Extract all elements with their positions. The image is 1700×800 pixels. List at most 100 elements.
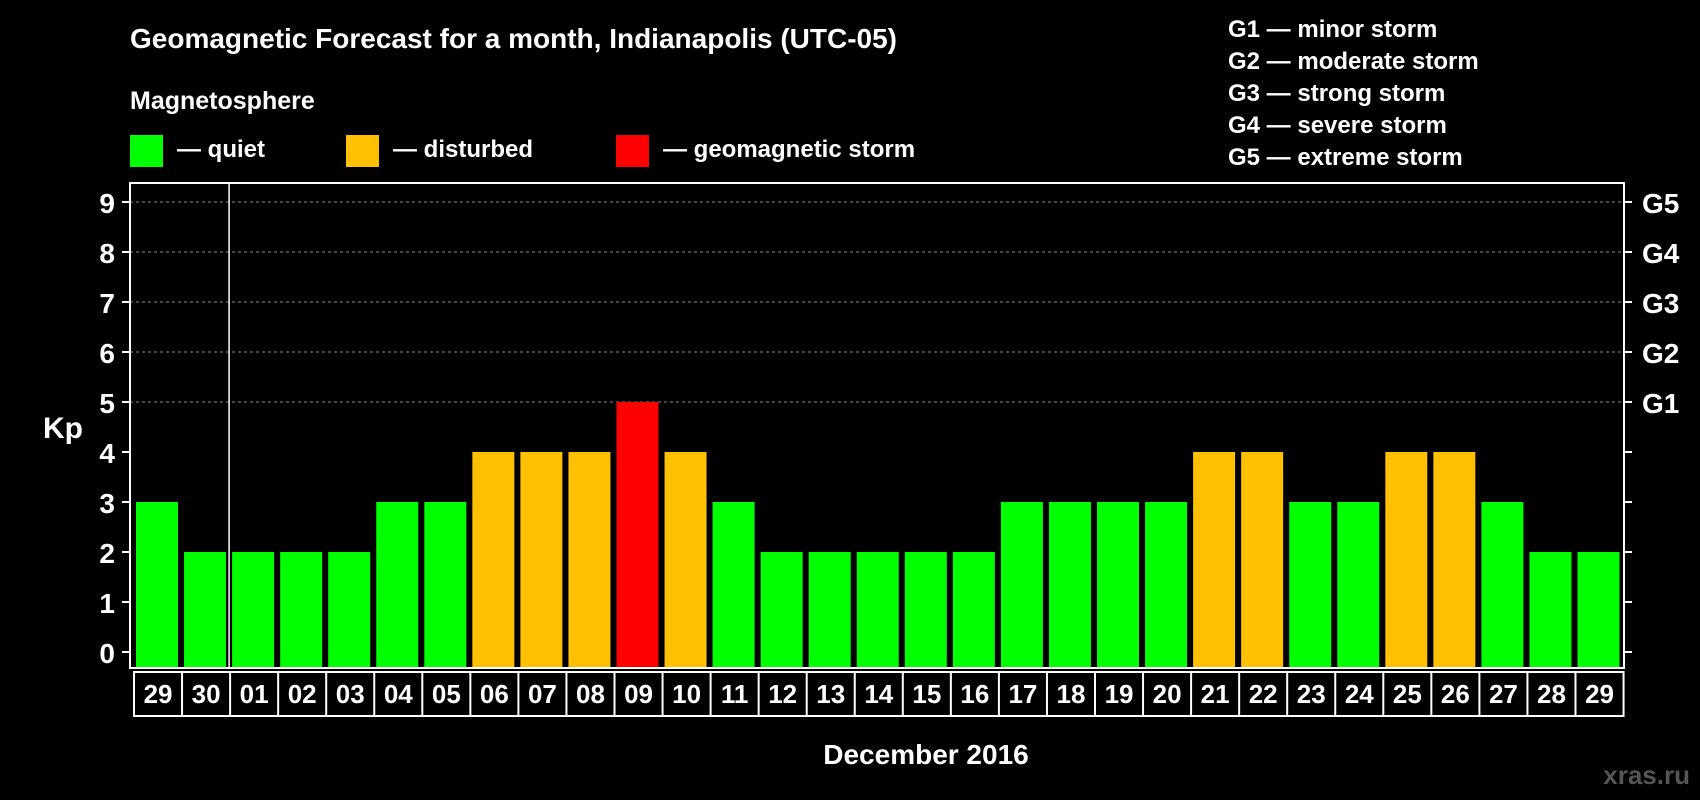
x-tick-label-1: 30 [192, 679, 221, 709]
g-scale-label-g5: G5 [1642, 188, 1679, 219]
legend-swatch-quiet [130, 135, 163, 167]
x-tick-label-4: 03 [336, 679, 365, 709]
storm-scale-g5: G5 — extreme storm [1228, 144, 1463, 171]
bar-30 [1577, 552, 1620, 668]
bar-25 [1337, 502, 1380, 668]
x-tick-label-10: 09 [624, 679, 653, 709]
x-tick-label-9: 08 [576, 679, 605, 709]
x-tick-label-6: 05 [432, 679, 461, 709]
chart-title: Geomagnetic Forecast for a month, Indian… [130, 23, 897, 54]
bar-8 [520, 452, 563, 668]
bar-22 [1193, 452, 1236, 668]
grid-lines [130, 201, 1624, 403]
bar-5 [376, 502, 419, 668]
bar-23 [1241, 452, 1284, 668]
bars [136, 402, 1620, 668]
bar-27 [1433, 452, 1476, 668]
x-tick-label-3: 02 [288, 679, 317, 709]
x-tick-label-25: 24 [1345, 679, 1374, 709]
bar-7 [472, 452, 515, 668]
x-tick-label-20: 19 [1105, 679, 1134, 709]
legend-heading: Magnetosphere [130, 87, 315, 115]
x-tick-label-27: 26 [1441, 679, 1470, 709]
bar-0 [136, 502, 178, 668]
plot-border [129, 182, 1625, 669]
y-tick-label-8: 8 [99, 238, 115, 269]
x-tick-label-18: 17 [1008, 679, 1037, 709]
x-tick-label-11: 10 [672, 679, 701, 709]
bar-17 [952, 552, 995, 668]
x-tick-label-5: 04 [384, 679, 413, 709]
bar-16 [904, 552, 947, 668]
bar-9 [568, 452, 611, 668]
bar-28 [1481, 502, 1524, 668]
x-tick-label-19: 18 [1057, 679, 1086, 709]
bar-24 [1289, 502, 1332, 668]
bar-3 [280, 552, 323, 668]
x-tick-label-13: 12 [768, 679, 797, 709]
y-tick-label-7: 7 [99, 288, 115, 319]
x-tick-label-0: 29 [144, 679, 173, 709]
g-scale-label-g1: G1 [1642, 388, 1679, 419]
x-axis-label: December 2016 [823, 739, 1028, 770]
y-tick-label-5: 5 [99, 388, 115, 419]
x-tick-label-30: 29 [1585, 679, 1614, 709]
storm-scale-g4: G4 — severe storm [1228, 112, 1447, 139]
legend-label-disturbed: — disturbed [393, 136, 533, 163]
g-scale-label-g3: G3 [1642, 288, 1679, 319]
x-tick-label-12: 11 [721, 679, 749, 709]
x-tick-label-26: 25 [1393, 679, 1422, 709]
bar-1 [184, 552, 227, 668]
x-tick-label-7: 06 [480, 679, 509, 709]
bar-29 [1529, 552, 1572, 668]
bar-4 [328, 552, 371, 668]
x-tick-label-16: 15 [912, 679, 941, 709]
axes: 0 1 2 3 4 5 6 7 8 9 G1 G2 G3 G4 G5 [99, 188, 1679, 669]
bar-19 [1048, 502, 1091, 668]
bar-13 [760, 552, 803, 668]
x-tick-label-8: 07 [528, 679, 557, 709]
x-label-strip [133, 671, 1625, 717]
bar-21 [1145, 502, 1188, 668]
storm-scale-g3: G3 — strong storm [1228, 80, 1445, 107]
x-tick-label-23: 22 [1249, 679, 1278, 709]
storm-scale-g2: G2 — moderate storm [1228, 48, 1479, 75]
x-tick-label-2: 01 [240, 679, 269, 709]
bar-15 [856, 552, 899, 668]
bar-2 [232, 552, 275, 668]
x-tick-label-29: 28 [1537, 679, 1566, 709]
x-tick-label-21: 20 [1153, 679, 1182, 709]
x-tick-label-14: 13 [816, 679, 845, 709]
x-tick-label-15: 14 [864, 679, 893, 709]
bar-18 [1000, 502, 1043, 668]
legend-label-quiet: — quiet [177, 136, 265, 163]
bar-11 [664, 452, 707, 668]
x-tick-label-17: 16 [960, 679, 989, 709]
legend-swatch-storm [616, 135, 649, 167]
bar-14 [808, 552, 851, 668]
y-tick-label-0: 0 [99, 638, 115, 669]
watermark: xras.ru [1603, 760, 1690, 790]
y-axis-label: Kp [43, 412, 83, 445]
bar-6 [424, 502, 467, 668]
bar-26 [1385, 452, 1428, 668]
x-tick-label-28: 27 [1489, 679, 1518, 709]
x-tick-label-24: 23 [1297, 679, 1326, 709]
y-tick-label-6: 6 [99, 338, 115, 369]
plot-frame [129, 182, 1625, 669]
x-axis-date-labels: 29 30 01 02 03 04 05 06 07 08 09 10 11 12 13 14 15 16 17 18… [133, 671, 1625, 717]
y-tick-label-4: 4 [99, 438, 115, 469]
bar-10 [616, 402, 659, 668]
g-scale-label-g2: G2 [1642, 338, 1679, 369]
y-tick-label-3: 3 [99, 488, 115, 519]
legend-label-storm: — geomagnetic storm [663, 136, 915, 163]
legend-swatch-disturbed [346, 135, 379, 167]
g-scale-label-g4: G4 [1642, 238, 1680, 269]
y-tick-label-9: 9 [99, 188, 115, 219]
bar-20 [1097, 502, 1139, 668]
bar-12 [712, 502, 755, 668]
x-tick-label-22: 21 [1201, 679, 1230, 709]
storm-scale-g1: G1 — minor storm [1228, 16, 1437, 43]
y-tick-label-2: 2 [99, 538, 115, 569]
